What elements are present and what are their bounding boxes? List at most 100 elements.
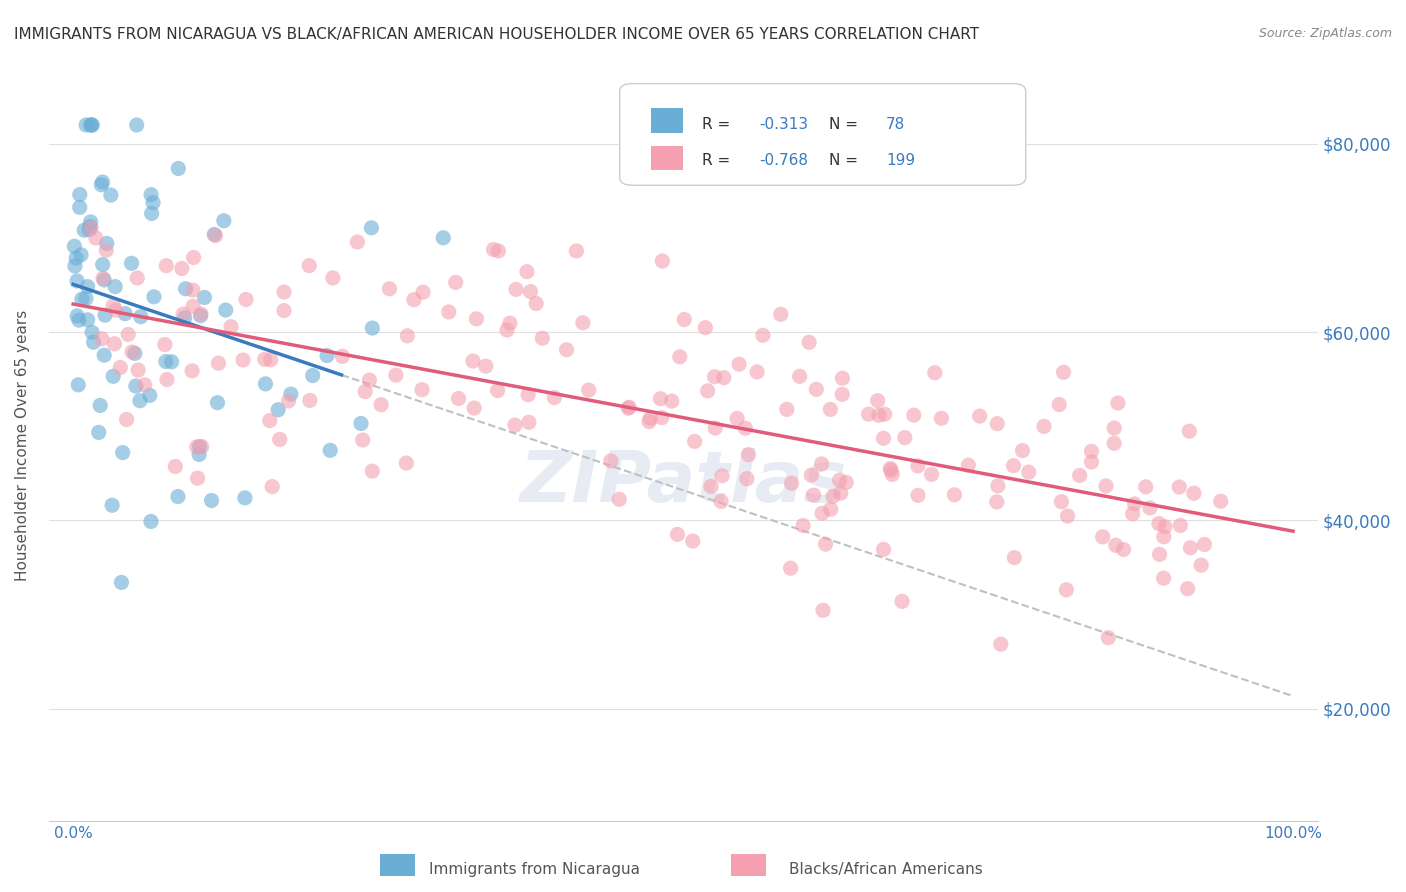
Immigrants from Nicaragua bbox=[316, 349, 339, 363]
Blacks/African Americans bbox=[505, 282, 527, 296]
Blacks/African Americans bbox=[806, 382, 828, 396]
Blacks/African Americans bbox=[868, 409, 890, 423]
FancyBboxPatch shape bbox=[651, 145, 683, 170]
Immigrants from Nicaragua bbox=[100, 188, 122, 202]
Immigrants from Nicaragua bbox=[66, 309, 89, 323]
Blacks/African Americans bbox=[1002, 458, 1025, 473]
Blacks/African Americans bbox=[104, 303, 127, 318]
Blacks/African Americans bbox=[115, 412, 138, 426]
Immigrants from Nicaragua bbox=[125, 379, 148, 393]
Blacks/African Americans bbox=[728, 357, 751, 371]
Text: -0.313: -0.313 bbox=[759, 118, 808, 132]
Blacks/African Americans bbox=[1107, 396, 1129, 410]
Blacks/African Americans bbox=[1047, 398, 1070, 412]
Blacks/African Americans bbox=[617, 401, 640, 416]
Blacks/African Americans bbox=[779, 561, 801, 575]
Blacks/African Americans bbox=[447, 392, 470, 406]
Blacks/African Americans bbox=[599, 454, 621, 468]
Immigrants from Nicaragua bbox=[82, 118, 104, 132]
Immigrants from Nicaragua bbox=[207, 395, 229, 409]
Blacks/African Americans bbox=[820, 502, 842, 516]
Immigrants from Nicaragua bbox=[350, 417, 373, 431]
Blacks/African Americans bbox=[461, 354, 484, 368]
Blacks/African Americans bbox=[1177, 582, 1199, 596]
Blacks/African Americans bbox=[378, 282, 401, 296]
Immigrants from Nicaragua bbox=[87, 425, 110, 440]
Blacks/African Americans bbox=[516, 265, 538, 279]
Blacks/African Americans bbox=[181, 299, 204, 313]
Blacks/African Americans bbox=[617, 401, 640, 415]
Blacks/African Americans bbox=[127, 363, 149, 377]
Immigrants from Nicaragua bbox=[202, 227, 225, 242]
Blacks/African Americans bbox=[1080, 455, 1102, 469]
Blacks/African Americans bbox=[924, 366, 946, 380]
Blacks/African Americans bbox=[683, 434, 706, 449]
Blacks/African Americans bbox=[638, 415, 661, 429]
Blacks/African Americans bbox=[745, 365, 768, 379]
Blacks/African Americans bbox=[361, 464, 384, 478]
Blacks/African Americans bbox=[797, 335, 820, 350]
Immigrants from Nicaragua bbox=[139, 187, 162, 202]
Immigrants from Nicaragua bbox=[83, 335, 105, 350]
Blacks/African Americans bbox=[661, 394, 683, 409]
Text: ZIPatlas: ZIPatlas bbox=[519, 448, 846, 517]
Blacks/African Americans bbox=[1054, 582, 1077, 597]
Blacks/African Americans bbox=[260, 352, 283, 367]
Blacks/African Americans bbox=[1149, 547, 1171, 561]
Immigrants from Nicaragua bbox=[80, 326, 103, 340]
Blacks/African Americans bbox=[1102, 436, 1125, 450]
Blacks/African Americans bbox=[1139, 500, 1161, 515]
Blacks/African Americans bbox=[103, 336, 125, 351]
Blacks/African Americans bbox=[891, 594, 914, 608]
Blacks/African Americans bbox=[1056, 509, 1078, 524]
Blacks/African Americans bbox=[703, 369, 725, 384]
Blacks/African Americans bbox=[894, 431, 917, 445]
Immigrants from Nicaragua bbox=[80, 118, 103, 132]
Blacks/African Americans bbox=[181, 283, 204, 297]
Blacks/African Americans bbox=[607, 492, 630, 507]
Blacks/African Americans bbox=[499, 316, 522, 330]
Blacks/African Americans bbox=[155, 259, 177, 273]
Immigrants from Nicaragua bbox=[89, 399, 111, 413]
Immigrants from Nicaragua bbox=[91, 175, 114, 189]
Blacks/African Americans bbox=[907, 488, 929, 502]
Blacks/African Americans bbox=[700, 479, 723, 493]
Blacks/African Americans bbox=[651, 410, 673, 425]
Immigrants from Nicaragua bbox=[70, 248, 93, 262]
Immigrants from Nicaragua bbox=[193, 290, 215, 304]
Blacks/African Americans bbox=[1122, 507, 1144, 521]
Blacks/African Americans bbox=[696, 384, 718, 398]
Immigrants from Nicaragua bbox=[173, 310, 195, 325]
Blacks/African Americans bbox=[880, 463, 903, 477]
Blacks/African Americans bbox=[780, 476, 803, 491]
Blacks/African Americans bbox=[907, 458, 929, 473]
Blacks/African Americans bbox=[232, 353, 254, 368]
Blacks/African Americans bbox=[262, 480, 284, 494]
Blacks/African Americans bbox=[352, 433, 374, 447]
Blacks/African Americans bbox=[737, 448, 759, 462]
Blacks/African Americans bbox=[811, 506, 834, 520]
Blacks/African Americans bbox=[91, 271, 114, 285]
Text: 199: 199 bbox=[886, 153, 915, 168]
Blacks/African Americans bbox=[835, 475, 858, 490]
Blacks/African Americans bbox=[811, 603, 834, 617]
Blacks/African Americans bbox=[444, 276, 467, 290]
Immigrants from Nicaragua bbox=[188, 440, 211, 454]
Blacks/African Americans bbox=[821, 490, 844, 504]
Immigrants from Nicaragua bbox=[121, 256, 143, 270]
Blacks/African Americans bbox=[682, 534, 704, 549]
Blacks/African Americans bbox=[1050, 494, 1073, 508]
Blacks/African Americans bbox=[872, 431, 894, 445]
Blacks/African Americans bbox=[1153, 571, 1175, 585]
FancyBboxPatch shape bbox=[651, 108, 683, 133]
Blacks/African Americans bbox=[110, 360, 132, 375]
Blacks/African Americans bbox=[475, 359, 498, 374]
Blacks/African Americans bbox=[273, 303, 295, 318]
Immigrants from Nicaragua bbox=[174, 282, 197, 296]
Blacks/African Americans bbox=[1147, 516, 1170, 531]
Blacks/African Americans bbox=[1123, 497, 1146, 511]
Blacks/African Americans bbox=[710, 494, 733, 508]
Blacks/African Americans bbox=[127, 271, 149, 285]
Blacks/African Americans bbox=[395, 456, 418, 470]
Immigrants from Nicaragua bbox=[79, 118, 101, 132]
